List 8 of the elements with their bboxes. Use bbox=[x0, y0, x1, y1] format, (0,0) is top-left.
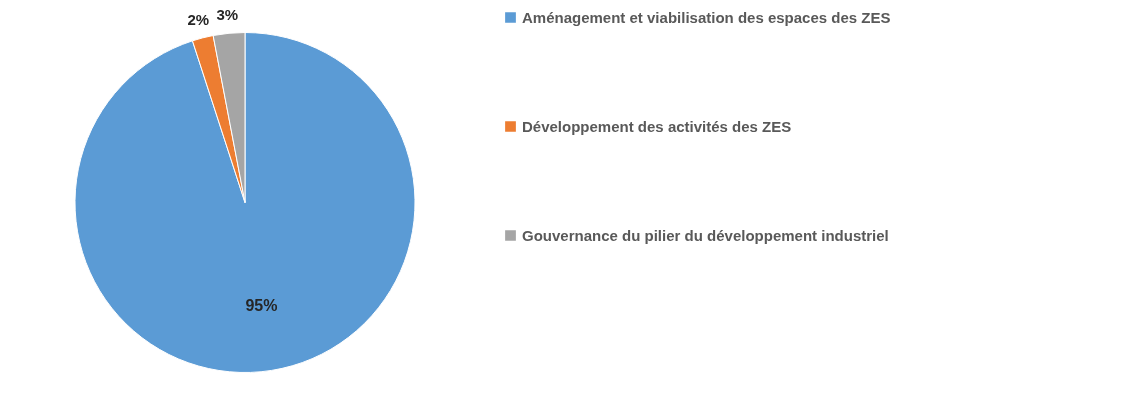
data-label: 2% bbox=[187, 11, 210, 29]
legend-label: Gouvernance du pilier du développement industriel bbox=[522, 226, 889, 244]
legend-label: Aménagement et viabilisation des espaces des ZES bbox=[522, 8, 891, 26]
pie-slice bbox=[191, 35, 246, 203]
pie-slice bbox=[74, 32, 416, 373]
legend-label: Développement des activités des ZES bbox=[522, 117, 792, 135]
data-label: 3% bbox=[216, 6, 239, 24]
data-label: 95% bbox=[245, 297, 278, 315]
